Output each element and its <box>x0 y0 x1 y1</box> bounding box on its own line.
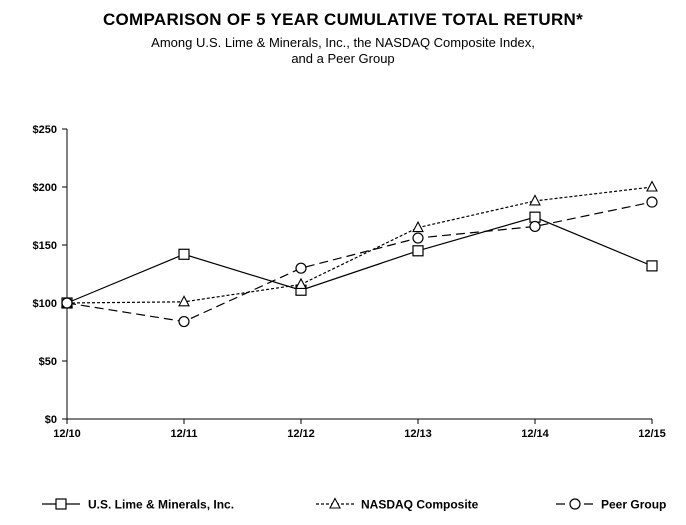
y-tick-label: $200 <box>33 182 57 194</box>
data-point-marker <box>412 245 424 257</box>
data-point-marker <box>529 211 541 223</box>
data-point-marker <box>178 295 190 307</box>
y-tick-label: $150 <box>33 240 57 252</box>
data-point-marker <box>295 277 307 289</box>
chart-title: COMPARISON OF 5 YEAR CUMULATIVE TOTAL RE… <box>102 10 584 29</box>
legend-item: Peer Group <box>556 498 666 512</box>
legend-item: U.S. Lime & Minerals, Inc. <box>42 498 234 512</box>
data-point-marker <box>178 315 190 328</box>
data-point-marker <box>646 196 658 208</box>
legend-label: Peer Group <box>601 498 666 512</box>
chart-subtitle-line-1: Among U.S. Lime & Minerals, Inc., the NA… <box>151 35 535 50</box>
y-tick-label: $0 <box>45 414 57 426</box>
legend-marker <box>329 497 341 509</box>
data-point-marker <box>412 220 424 233</box>
x-tick-label: 12/10 <box>53 428 81 440</box>
series-nasdaq-composite <box>61 180 658 308</box>
series-line <box>66 201 653 323</box>
series-u-s-lime-minerals-inc <box>61 211 658 309</box>
y-tick-label: $100 <box>33 298 57 310</box>
legend-marker <box>55 498 67 510</box>
y-tick-label: $50 <box>39 356 57 368</box>
legend-label: NASDAQ Composite <box>361 498 479 512</box>
x-tick-label: 12/13 <box>404 428 432 440</box>
data-point-marker <box>295 262 307 274</box>
series-line <box>66 186 653 304</box>
series-peer-group <box>61 196 658 328</box>
data-point-marker <box>646 260 658 272</box>
legend-marker <box>569 498 581 510</box>
tick-labels: $0 $50 $100 $150 $200 $250 12/10 12/11 12/12 12/1… <box>33 124 666 440</box>
data-point-marker <box>61 297 73 309</box>
x-tick-label: 12/14 <box>521 428 549 440</box>
data-point-marker <box>529 220 541 233</box>
chart-series <box>61 180 658 328</box>
x-tick-label: 12/11 <box>171 428 198 440</box>
chart-axes <box>62 128 653 424</box>
x-tick-label: 12/12 <box>287 428 315 440</box>
data-point-marker <box>178 248 190 260</box>
chart-legend: U.S. Lime & Minerals, Inc. NASDAQ Composi… <box>42 497 666 512</box>
data-point-marker <box>646 180 658 192</box>
legend-label: U.S. Lime & Minerals, Inc. <box>88 498 234 512</box>
x-tick-label: 12/15 <box>638 428 666 440</box>
y-tick-label: $250 <box>33 124 57 136</box>
data-point-marker <box>529 194 541 206</box>
data-point-marker <box>412 232 424 244</box>
legend-item: NASDAQ Composite <box>316 497 479 512</box>
chart-subtitle-line-2: and a Peer Group <box>291 51 395 66</box>
series-line <box>66 216 653 304</box>
